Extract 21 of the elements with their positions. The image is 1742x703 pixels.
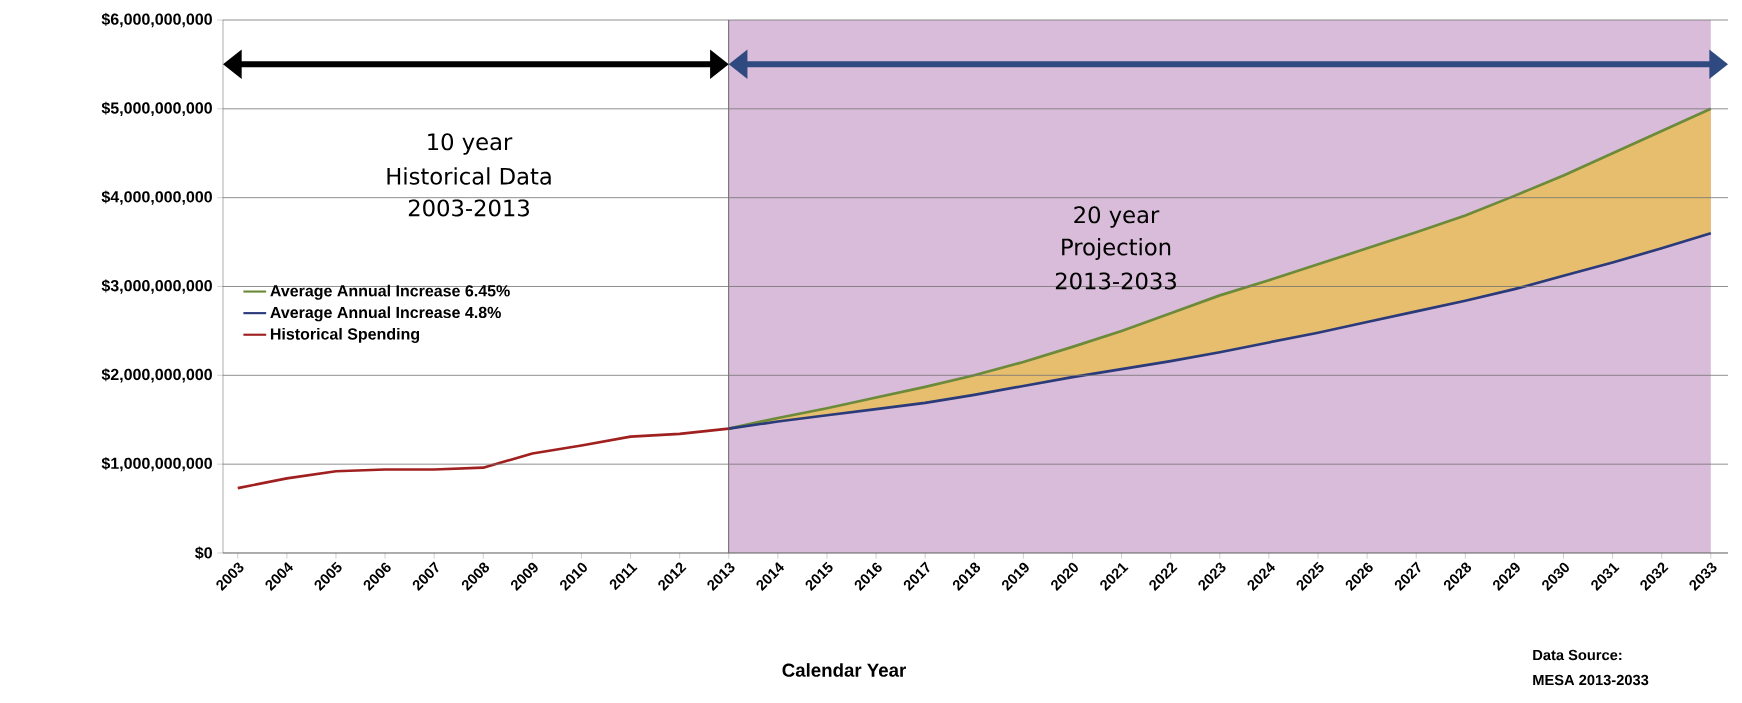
text: MESA 2013-2033 [1533,674,1649,686]
y-tick-label: $5,000,000,000 [101,101,212,116]
annotation: 2013-2033 [1055,272,1176,290]
y-tick-label: $6,000,000,000 [101,12,212,28]
legend-label: Average Annual Increase 4.8% [270,306,501,322]
y-tick-label: $0 [195,546,212,560]
y-tick-label: $4,000,000,000 [101,190,212,205]
line-series [727,231,1713,430]
line-series [236,427,731,490]
annotation: 2003-2013 [408,199,529,217]
x-axis-title: Calendar Year [782,663,906,677]
annotation: 10 year [428,133,513,155]
legend-label: Average Annual Increase 6.45% [270,284,510,300]
y-tick-label: $2,000,000,000 [101,368,212,383]
legend-label: Historical Spending [270,327,420,343]
y-tick-label: $3,000,000,000 [101,279,212,294]
source-note: Data Source: [1533,649,1622,661]
annotation: Projection [1062,238,1171,260]
y-tick-label: $1,000,000,000 [101,456,212,472]
annotation: Historical Data [387,167,551,185]
annotation: 20 year [1074,206,1160,228]
